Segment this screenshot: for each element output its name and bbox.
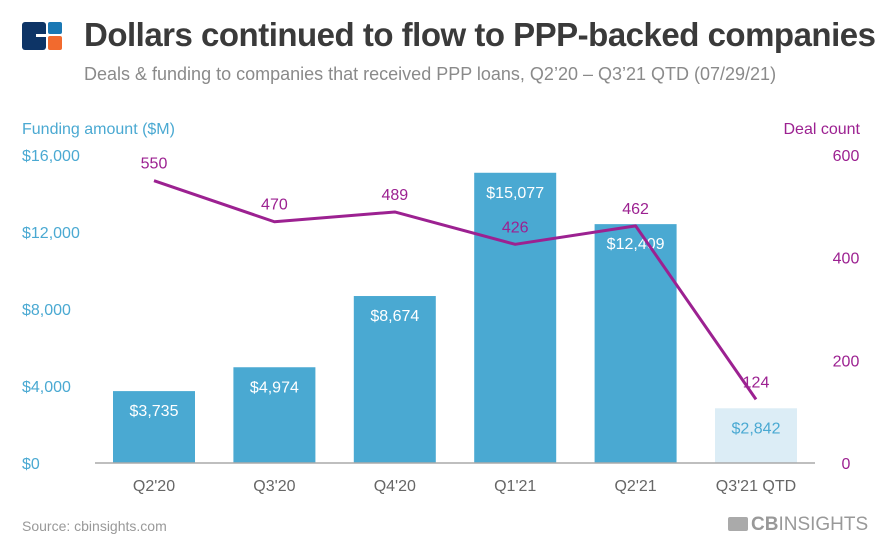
chart-title: Dollars continued to flow to PPP-backed … [84,16,876,53]
left-axis-label: Funding amount ($M) [22,121,175,138]
right-axis-tick: 0 [842,456,851,473]
bar [715,408,797,463]
bar-value-label: $8,674 [370,308,419,325]
x-axis-tick: Q2'21 [614,478,656,495]
bar-value-label: $15,077 [486,185,544,202]
right-axis-label: Deal count [784,121,861,138]
line-value-label: 550 [141,156,168,173]
bar [474,172,557,463]
x-axis-tick: Q4'20 [374,478,416,495]
x-axis-tick: Q1'21 [494,478,536,495]
bar-value-label: $12,409 [607,236,665,253]
line-value-label: 124 [743,374,770,391]
line-value-label: 489 [381,187,408,204]
bar-value-label: $3,735 [130,403,179,420]
bar [113,391,195,463]
right-axis-tick: 600 [833,148,860,165]
deal-count-line [153,179,758,401]
line-value-label: 426 [502,219,529,236]
bar [594,224,677,463]
source-note: Source: cbinsights.com [22,518,167,534]
line-value-label: 470 [261,197,288,214]
brand-icon [728,517,748,531]
left-axis-tick: $8,000 [22,302,71,319]
right-axis-tick: 400 [833,251,860,268]
x-axis-tick: Q3'21 QTD [716,478,796,495]
bar [353,296,436,463]
bar-value-label: $4,974 [250,379,299,396]
left-axis-tick: $4,000 [22,379,71,396]
x-axis-tick: Q3'20 [253,478,295,495]
left-axis-tick: $12,000 [22,225,80,242]
chart-subtitle: Deals & funding to companies that receiv… [84,64,777,84]
bar-value-label: $2,842 [732,420,781,437]
bar [233,367,316,463]
line-value-label: 462 [622,201,649,218]
x-axis-tick: Q2'20 [133,478,175,495]
left-axis-tick: $0 [22,456,40,473]
right-axis-tick: 200 [833,353,860,370]
left-axis-tick: $16,000 [22,148,80,165]
brand-wordmark: CBINSIGHTS [728,514,868,536]
cb-insights-logo-icon [22,22,62,55]
